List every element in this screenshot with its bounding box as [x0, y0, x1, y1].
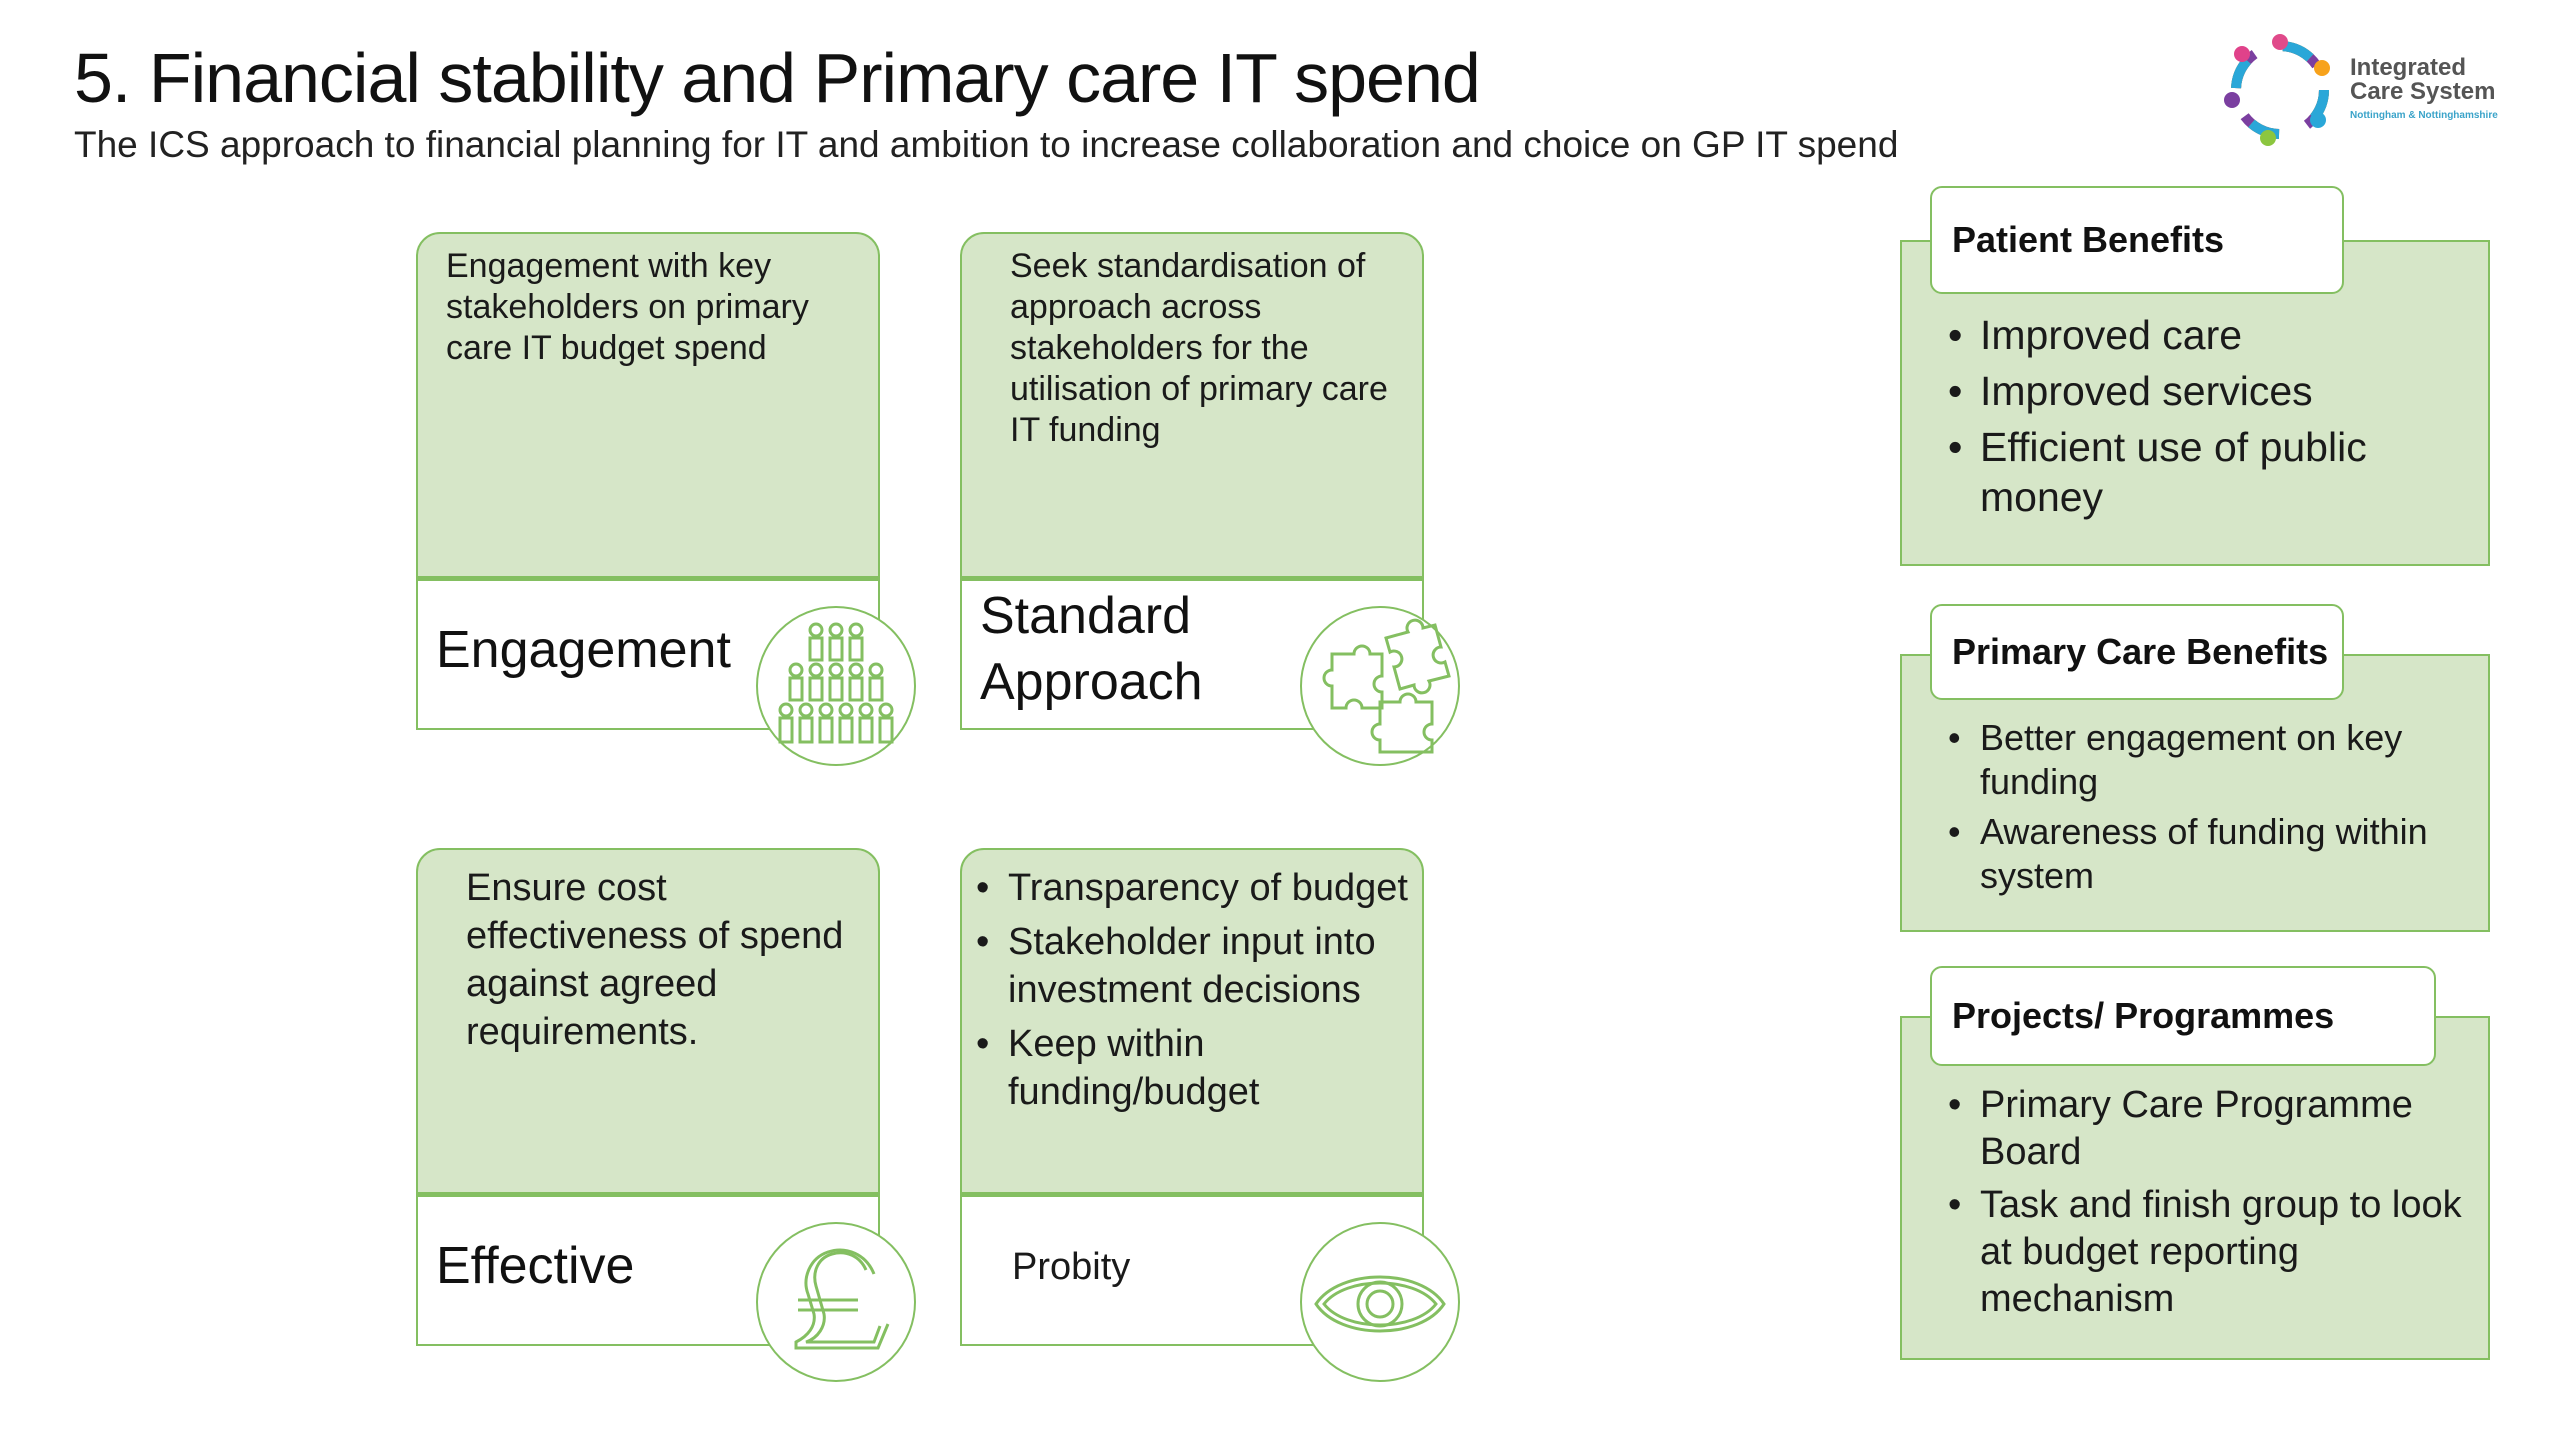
- projects-programmes-list: Primary Care Programme Board Task and fi…: [1946, 1082, 2486, 1329]
- logo-line2: Care System: [2350, 78, 2496, 105]
- puzzle-pieces-icon: [1322, 618, 1451, 754]
- people-crowd-icon: [778, 622, 894, 744]
- patient-benefits-heading: Patient Benefits: [1930, 186, 2344, 294]
- probity-label: Probity: [1012, 1246, 1131, 1288]
- effective-card-top: [416, 848, 880, 1194]
- list-item: Awareness of funding within system: [1946, 810, 2476, 898]
- effective-card: Ensure cost effectiveness of spend again…: [416, 848, 916, 1382]
- ics-logo: Integrated Care System Nottingham & Nott…: [2218, 28, 2548, 152]
- engagement-card: Engagement with key stakeholders on prim…: [416, 232, 916, 766]
- standard-approach-card: Seek standardisation of approach across …: [960, 232, 1460, 766]
- list-item: Keep within funding/budget: [974, 1020, 1414, 1116]
- projects-programmes-heading: Projects/ Programmes: [1930, 966, 2436, 1066]
- projects-programmes-panel: Projects/ Programmes Primary Care Progra…: [1900, 966, 2492, 1362]
- patient-benefits-list: Improved care Improved services Efficien…: [1946, 310, 2476, 528]
- standard-card-top: [960, 232, 1424, 578]
- pound-sign-icon: [794, 1248, 890, 1350]
- engagement-badge: [756, 606, 916, 766]
- ics-logo-ring-icon: [2224, 34, 2330, 146]
- effective-badge: [756, 1222, 916, 1382]
- engagement-description: Engagement with key stakeholders on prim…: [446, 247, 809, 367]
- list-item: Better engagement on key funding: [1946, 716, 2476, 804]
- probity-card: Transparency of budget Stakeholder input…: [960, 848, 1460, 1382]
- effective-description: Ensure cost effectiveness of spend again…: [466, 867, 844, 1053]
- primary-care-benefits-heading: Primary Care Benefits: [1930, 604, 2344, 700]
- engagement-label: Engagement: [436, 621, 731, 679]
- standard-label-line1: Standard: [980, 587, 1192, 645]
- list-item: Improved care: [1946, 310, 2476, 360]
- effective-label: Effective: [436, 1237, 635, 1295]
- engagement-card-top: [416, 232, 880, 578]
- eye-icon: [1314, 1275, 1446, 1333]
- patient-benefits-panel: Patient Benefits Improved care Improved …: [1900, 186, 2492, 568]
- primary-care-benefits-list: Better engagement on key funding Awarene…: [1946, 716, 2476, 904]
- list-item: Stakeholder input into investment decisi…: [974, 918, 1414, 1014]
- probity-bullet-list: Transparency of budget Stakeholder input…: [974, 864, 1414, 1122]
- standard-badge: [1300, 606, 1460, 766]
- probity-badge: [1300, 1222, 1460, 1382]
- list-item: Transparency of budget: [974, 864, 1414, 912]
- logo-line3: Nottingham & Nottinghamshire: [2350, 110, 2498, 121]
- logo-line1: Integrated: [2350, 54, 2467, 81]
- page-title: 5. Financial stability and Primary care …: [74, 39, 1481, 117]
- standard-label-line2: Approach: [980, 653, 1203, 711]
- list-item: Improved services: [1946, 366, 2476, 416]
- list-item: Primary Care Programme Board: [1946, 1082, 2486, 1176]
- standard-description: Seek standardisation of approach across …: [1010, 247, 1388, 449]
- list-item: Task and finish group to look at budget …: [1946, 1182, 2486, 1323]
- page-subtitle: The ICS approach to financial planning f…: [74, 124, 1899, 165]
- primary-care-benefits-panel: Primary Care Benefits Better engagement …: [1900, 604, 2492, 934]
- list-item: Efficient use of public money: [1946, 422, 2476, 522]
